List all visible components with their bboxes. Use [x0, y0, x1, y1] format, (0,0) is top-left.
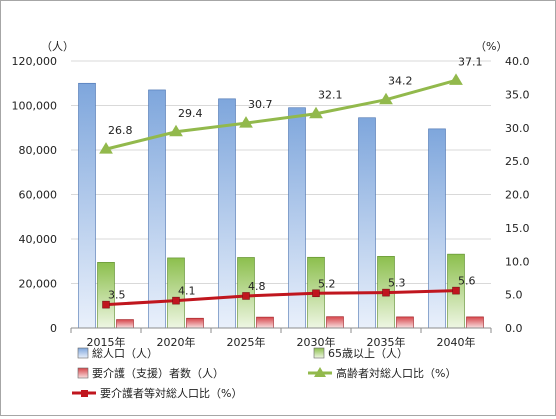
- legend: 総人口（人） 65歳以上（人） 要介護（支援）者数（人） 高齢者対総人口比（%） 要介護…: [72, 346, 456, 400]
- y-left-tick-label: 100,000: [12, 100, 58, 113]
- legend-label: 総人口（人）: [92, 346, 158, 360]
- axes: （人） （%） 0 20,000 40,000 60,000 80,000 100,000…: [12, 40, 530, 349]
- line-marker: [172, 296, 180, 305]
- legend-label: 要介護者等対総人口比（%）: [100, 386, 242, 400]
- gridlines: [71, 60, 491, 284]
- y-right-tick-label: 35.0: [505, 88, 530, 101]
- data-label: 26.8: [108, 124, 133, 137]
- y-left-tick-label: 40,000: [19, 233, 58, 246]
- bar: [186, 317, 204, 329]
- line-marker: [169, 124, 183, 137]
- right-axis-unit: （%）: [475, 40, 507, 53]
- bar: [396, 316, 414, 329]
- bar: [256, 316, 274, 329]
- legend-label: 65歳以上（人）: [328, 347, 408, 360]
- y-right-tick-label: 30.0: [505, 122, 530, 135]
- line-marker: [309, 106, 323, 119]
- y-left-tick-label: 60,000: [19, 189, 58, 202]
- bar: [358, 117, 376, 329]
- y-right-tick-label: 0.0: [505, 322, 523, 335]
- data-labels: 26.8 29.4 30.7 32.1 34.2 37.1 3.5 4.1 4.8 5.2 5.3 5…: [108, 55, 483, 301]
- bar: [326, 316, 344, 329]
- data-label: 32.1: [318, 89, 343, 102]
- line-marker: [102, 300, 110, 309]
- y-right-tick-label: 5.0: [505, 289, 523, 302]
- y-left-tick-label: 20,000: [19, 278, 58, 291]
- x-tick-label: 2040年: [437, 335, 476, 349]
- y-left-tick-label: 0: [50, 322, 57, 335]
- y-left-tick-label: 80,000: [19, 144, 58, 157]
- legend-swatch: [313, 347, 325, 359]
- series-line: [105, 289, 457, 307]
- series-line: [105, 78, 457, 151]
- data-label: 37.1: [458, 55, 483, 68]
- line-marker: [312, 289, 320, 298]
- x-tick-label: 2030年: [297, 335, 336, 349]
- line-marker: [452, 286, 460, 295]
- bar: [218, 98, 236, 329]
- y-right-tick-label: 25.0: [505, 155, 530, 168]
- y-right-tick-label: 20.0: [505, 189, 530, 202]
- data-label: 34.2: [388, 75, 413, 88]
- legend-swatch: [77, 367, 89, 379]
- line-marker: [379, 92, 393, 105]
- line-marker: [239, 116, 253, 128]
- y-right-tick-label: 40.0: [505, 55, 530, 68]
- line-marker: [449, 73, 463, 85]
- bar: [428, 128, 446, 329]
- y-left-tick-label: 120,000: [12, 55, 58, 68]
- data-label: 4.8: [248, 280, 266, 293]
- bar: [78, 82, 96, 329]
- x-tick-label: 2035年: [367, 335, 406, 349]
- bar: [116, 319, 134, 329]
- data-label: 5.3: [388, 277, 406, 290]
- y-right-tick-label: 15.0: [505, 222, 530, 235]
- data-label: 30.7: [248, 98, 273, 111]
- data-label: 5.2: [318, 277, 336, 290]
- line-marker: [99, 142, 113, 154]
- legend-label: 要介護（支援）者数（人）: [92, 366, 224, 380]
- legend-label: 高齢者対総人口比（%）: [336, 366, 456, 380]
- legend-marker: [314, 367, 326, 377]
- bar-series: [78, 82, 484, 329]
- data-label: 5.6: [458, 275, 476, 288]
- line-series: [99, 73, 463, 309]
- line-marker: [382, 288, 390, 297]
- left-axis-unit: （人）: [41, 40, 74, 53]
- legend-swatch: [77, 347, 89, 359]
- x-tick-label: 2020年: [157, 335, 196, 349]
- line-marker: [242, 292, 250, 300]
- bar: [148, 89, 166, 329]
- data-label: 3.5: [108, 289, 126, 302]
- bar: [466, 316, 484, 329]
- x-tick-label: 2025年: [227, 335, 266, 349]
- data-label: 29.4: [178, 107, 203, 120]
- y-right-tick-label: 10.0: [505, 255, 530, 268]
- data-label: 4.1: [178, 285, 196, 298]
- x-tick-label: 2015年: [87, 335, 126, 349]
- legend-marker: [81, 390, 88, 397]
